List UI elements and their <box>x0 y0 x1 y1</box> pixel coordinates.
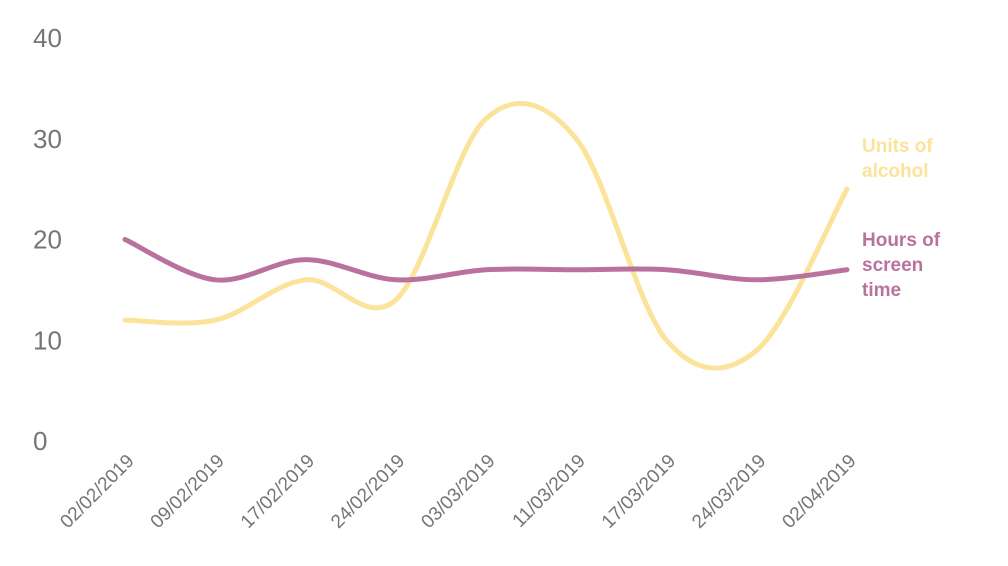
y-tick-label: 20 <box>33 225 62 255</box>
series-labels: Units of alcohol Hours of screen time <box>862 136 941 301</box>
y-tick-label: 0 <box>33 426 47 456</box>
series-line <box>122 100 850 371</box>
series-label: time <box>862 280 901 301</box>
y-axis-ticks: 0 10 20 30 40 <box>33 23 62 456</box>
y-tick-label: 10 <box>33 325 62 355</box>
series-label: Units of <box>862 136 933 157</box>
series-label: screen <box>862 255 923 276</box>
x-tick-label: 17/02/2019 <box>237 451 319 533</box>
x-tick-label: 09/02/2019 <box>147 451 229 533</box>
series-line <box>122 237 850 283</box>
x-axis-ticks: 02/02/2019 09/02/2019 17/02/2019 24/02/2019… <box>56 451 860 533</box>
x-tick-label: 03/03/2019 <box>417 451 499 533</box>
x-tick-label: 24/03/2019 <box>688 451 770 533</box>
x-tick-label: 02/04/2019 <box>778 451 860 533</box>
x-tick-label: 24/02/2019 <box>327 451 409 533</box>
y-tick-label: 30 <box>33 124 62 154</box>
series-lines <box>122 100 850 371</box>
x-tick-label: 02/02/2019 <box>56 451 138 533</box>
x-tick-label: 11/03/2019 <box>509 451 590 532</box>
x-tick-label: 17/03/2019 <box>598 451 680 533</box>
y-tick-label: 40 <box>33 23 62 53</box>
series-label: Hours of <box>862 230 941 251</box>
series-label: alcohol <box>862 161 929 182</box>
